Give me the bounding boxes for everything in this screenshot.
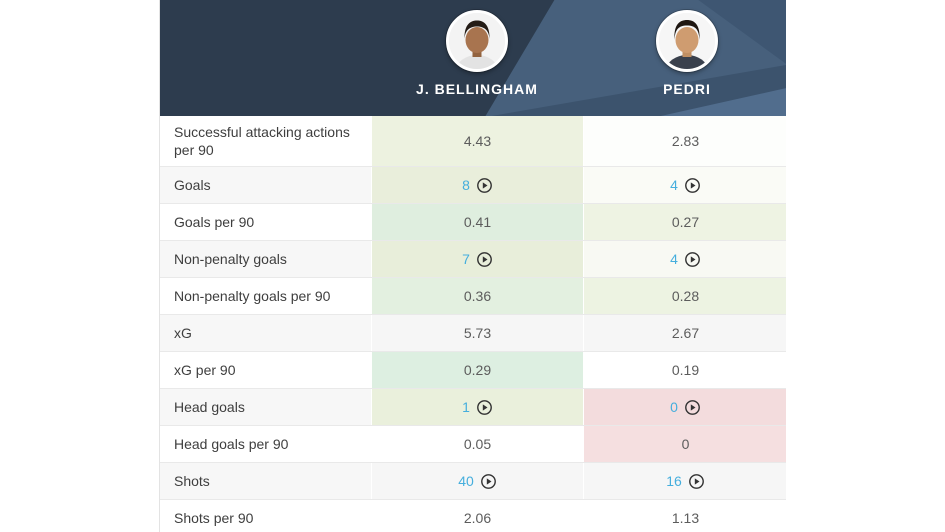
stat-number: 2.06 [463,510,492,526]
stat-number: 4 [670,251,678,267]
stat-value-bellingham: 40 [371,463,583,499]
table-row: Successful attacking actions per 90 4.43… [160,116,786,167]
stat-value-pedri: 0.27 [583,204,786,240]
stat-label: Non-penalty goals [160,241,371,277]
stat-number: 2.67 [671,325,700,341]
stat-value-bellingham: 2.06 [371,500,583,532]
video-link[interactable]: 7 [462,251,493,268]
table-row: Head goals per 90 0.05 0 [160,426,786,463]
table-row: Non-penalty goals 7 4 [160,241,786,278]
play-icon [476,177,492,193]
table-row: xG 5.73 2.67 [160,315,786,352]
stat-value-bellingham: 1 [371,389,583,425]
stat-value-pedri: 4 [583,241,786,277]
stat-number: 0.19 [671,362,700,378]
stat-label: Head goals [160,389,371,425]
player-avatar-pedri [656,10,718,72]
table-row: Goals per 90 0.41 0.27 [160,204,786,241]
stat-number: 5.73 [463,325,492,341]
stat-label: Goals per 90 [160,204,371,240]
stat-number: 40 [458,473,474,489]
stat-label: xG [160,315,371,351]
stat-value-pedri: 4 [583,167,786,203]
table-row: Shots per 90 2.06 1.13 [160,500,786,532]
video-link[interactable]: 4 [670,251,701,268]
play-icon [480,473,496,489]
stat-number: 2.83 [671,133,700,149]
stat-value-bellingham: 8 [371,167,583,203]
stat-value-bellingham: 4.43 [371,116,583,166]
player-avatar-bellingham [446,10,508,72]
stat-value-bellingham: 7 [371,241,583,277]
stat-value-pedri: 2.83 [583,116,786,166]
video-link[interactable]: 4 [670,177,701,194]
stat-number: 7 [462,251,470,267]
play-icon [476,251,492,267]
stat-number: 1 [462,399,470,415]
player-name-pedri: PEDRI [663,81,711,97]
stat-number: 0.29 [463,362,492,378]
video-link[interactable]: 1 [462,399,493,416]
player-comparison-table: J. BELLINGHAM PEDRI Successful attacking… [159,0,786,532]
stat-number: 0.36 [463,288,492,304]
pedri-portrait-image [659,13,715,69]
stat-label: Goals [160,167,371,203]
comparison-header: J. BELLINGHAM PEDRI [160,0,786,116]
stat-value-bellingham: 0.05 [371,426,583,462]
stat-label: Shots per 90 [160,500,371,532]
video-link[interactable]: 0 [670,399,701,416]
player-header-pedri: PEDRI [607,10,767,97]
stat-value-pedri: 0 [583,389,786,425]
stat-number: 0 [681,436,690,452]
player-header-bellingham: J. BELLINGHAM [397,10,557,97]
stat-number: 0.27 [671,214,700,230]
stat-label: Successful attacking actions per 90 [160,116,371,166]
stat-value-pedri: 1.13 [583,500,786,532]
stat-number: 0.28 [671,288,700,304]
play-icon [684,177,700,193]
table-row: xG per 90 0.29 0.19 [160,352,786,389]
stat-label: xG per 90 [160,352,371,388]
table-row: Non-penalty goals per 90 0.36 0.28 [160,278,786,315]
stat-number: 16 [666,473,682,489]
stat-value-bellingham: 5.73 [371,315,583,351]
video-link[interactable]: 16 [666,473,705,490]
stats-rows: Successful attacking actions per 90 4.43… [160,116,786,532]
play-icon [684,251,700,267]
stat-number: 0.41 [463,214,492,230]
bellingham-portrait-image [449,13,505,69]
stat-number: 4.43 [463,133,492,149]
stat-value-bellingham: 0.36 [371,278,583,314]
stat-number: 1.13 [671,510,700,526]
stat-number: 0 [670,399,678,415]
stat-value-bellingham: 0.29 [371,352,583,388]
stat-value-pedri: 16 [583,463,786,499]
stat-label: Shots [160,463,371,499]
video-link[interactable]: 8 [462,177,493,194]
video-link[interactable]: 40 [458,473,497,490]
play-icon [684,399,700,415]
stat-value-pedri: 0.28 [583,278,786,314]
table-row: Shots 40 16 [160,463,786,500]
table-row: Goals 8 4 [160,167,786,204]
play-icon [688,473,704,489]
stat-value-pedri: 0.19 [583,352,786,388]
table-row: Head goals 1 0 [160,389,786,426]
stat-value-pedri: 0 [583,426,786,462]
stat-number: 4 [670,177,678,193]
play-icon [476,399,492,415]
stat-value-pedri: 2.67 [583,315,786,351]
stat-label: Head goals per 90 [160,426,371,462]
player-name-bellingham: J. BELLINGHAM [416,81,538,97]
stat-label: Non-penalty goals per 90 [160,278,371,314]
stat-number: 8 [462,177,470,193]
stat-value-bellingham: 0.41 [371,204,583,240]
stat-number: 0.05 [463,436,492,452]
